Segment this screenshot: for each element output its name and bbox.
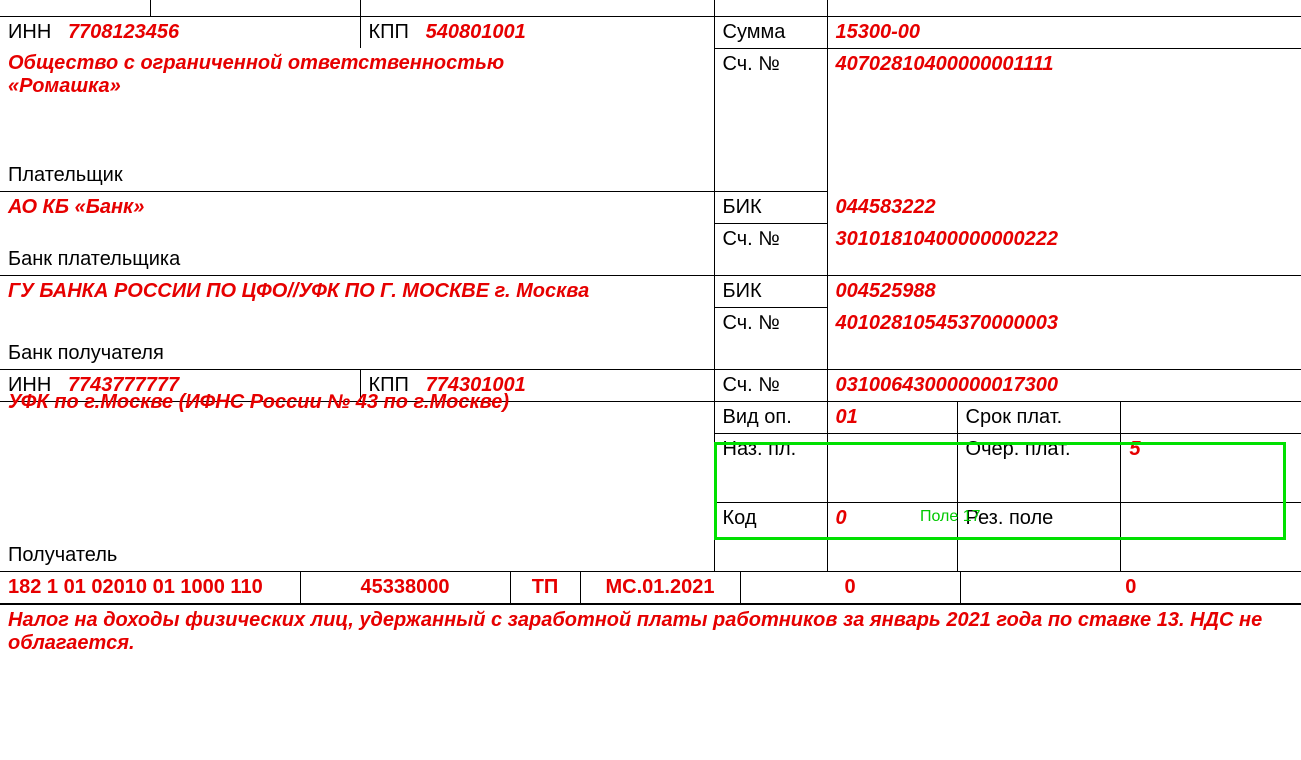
amount-label: Сумма [714,16,827,48]
inn-label: ИНН [8,21,51,43]
payer-kpp-cell: КПП 540801001 [360,16,714,48]
payer-bank-label: Банк плательщика [0,224,714,276]
recipient-cell: УФК по г.Москве (ИФНС России № 43 по г.М… [0,402,714,572]
recipient-acc: 03100643000000017300 [827,370,1301,402]
rez-label: Рез. поле [957,503,1121,572]
purpose-cell: Налог на доходы физических лиц, удержанн… [0,605,1301,660]
recipient-bank-label: Банк получателя [0,308,714,370]
payer-inn-cell: ИНН 7708123456 [0,16,360,48]
amount-value: 15300-00 [827,16,1301,48]
payer-kpp: 540801001 [426,21,526,43]
recipient-bank-name-cell: ГУ БАНКА РОССИИ ПО ЦФО//УФК ПО Г. МОСКВЕ… [0,276,714,308]
payer-name-cell: Общество с ограниченной ответственностью… [0,48,714,102]
srok-label: Срок плат. [957,402,1121,434]
payer-bank-bik-label: БИК [714,192,827,224]
purpose: Налог на доходы физических лиц, удержанн… [8,609,1262,654]
rez-value [1121,503,1301,572]
payer-bank-name-cell: АО КБ «Банк» [0,192,714,224]
tp: ТП [510,572,580,604]
payer-bank-name: АО КБ «Банк» [8,196,144,218]
payer-acc-label: Сч. № [714,48,827,192]
kod-label: Код [714,503,827,572]
field-17-label: Поле 17 [920,508,981,526]
payer-acc-value: 40702810400000001111 [827,48,1301,192]
payer-label: Плательщик [0,102,714,192]
payer-bank-acc-label: Сч. № [714,224,827,276]
payer-bank-bik: 044583222 [827,192,1301,224]
kbk: 182 1 01 02010 01 1000 110 [0,572,300,604]
recipient-bank-name: ГУ БАНКА РОССИИ ПО ЦФО//УФК ПО Г. МОСКВЕ… [8,280,589,302]
recipient-bank-bik-label: БИК [714,276,827,308]
recipient-bank-acc-label: Сч. № [714,308,827,370]
naz-label: Наз. пл. [714,434,827,503]
srok-value [1121,402,1301,434]
payer-inn: 7708123456 [68,21,179,43]
payer-name: Общество с ограниченной ответственностью… [8,52,528,98]
recipient-bank-acc: 40102810545370000003 [827,308,1301,370]
kpp-label: КПП [369,21,409,43]
vid-op-label: Вид оп. [714,402,827,434]
oktmo: 45338000 [300,572,510,604]
recipient-bank-bik: 004525988 [827,276,1301,308]
payer-bank-acc: 30101810400000000222 [827,224,1301,276]
vid-op-value: 01 [827,402,957,434]
ocher-value: 5 [1121,434,1301,503]
zero2: 0 [960,572,1301,604]
naz-value [827,434,957,503]
recipient-acc-label: Сч. № [714,370,827,402]
period: МС.01.2021 [580,572,740,604]
recipient-name: УФК по г.Москве (ИФНС России № 43 по г.М… [8,391,706,414]
zero1: 0 [740,572,960,604]
ocher-label: Очер. плат. [957,434,1121,503]
recipient-label: Получатель [8,544,706,567]
